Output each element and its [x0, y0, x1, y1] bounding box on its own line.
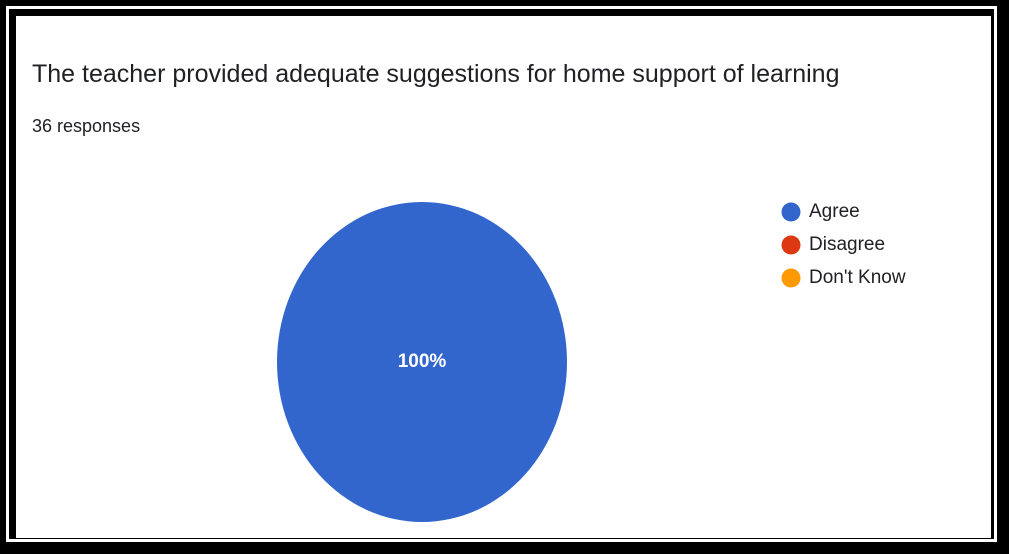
chart-title: The teacher provided adequate suggestion… — [32, 60, 840, 88]
pie-slice-agree[interactable] — [277, 202, 567, 522]
chart-card: The teacher provided adequate suggestion… — [16, 16, 991, 538]
legend-label-don-t-know: Don't Know — [809, 267, 906, 288]
legend-item-agree[interactable]: Agree — [781, 201, 860, 222]
response-count: 36 responses — [32, 116, 141, 136]
pie-labels: 100% — [398, 351, 447, 372]
pie-slices — [277, 202, 567, 522]
pie-chart: 100% Agree Disagree Don't Know — [277, 201, 906, 522]
legend-item-disagree[interactable]: Disagree — [781, 234, 886, 255]
legend-label-disagree: Disagree — [809, 234, 885, 255]
legend-swatch-disagree — [781, 235, 801, 255]
pie-slice-label-agree: 100% — [398, 351, 447, 372]
legend: Agree Disagree Don't Know — [781, 201, 906, 288]
legend-swatch-don-t-know — [781, 268, 801, 288]
legend-label-agree: Agree — [809, 201, 860, 222]
legend-item-don-t-know[interactable]: Don't Know — [781, 267, 906, 288]
legend-swatch-agree — [781, 202, 801, 222]
